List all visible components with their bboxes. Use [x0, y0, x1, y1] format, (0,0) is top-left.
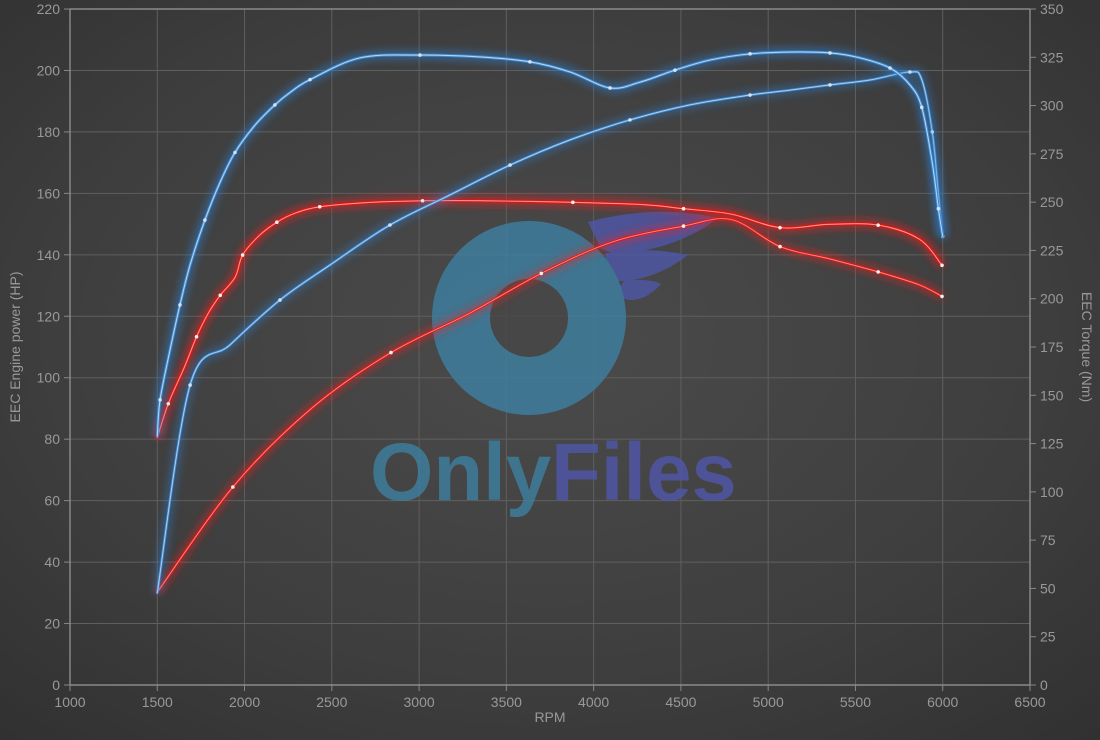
svg-text:0: 0: [52, 677, 60, 693]
svg-text:2000: 2000: [229, 694, 260, 710]
svg-text:175: 175: [1040, 339, 1064, 355]
svg-text:6000: 6000: [927, 694, 958, 710]
svg-text:6500: 6500: [1014, 694, 1045, 710]
svg-text:150: 150: [1040, 387, 1064, 403]
svg-text:300: 300: [1040, 98, 1064, 114]
svg-text:220: 220: [37, 1, 61, 17]
svg-text:225: 225: [1040, 242, 1064, 258]
svg-text:4000: 4000: [578, 694, 609, 710]
svg-text:Only: Only: [370, 427, 551, 518]
svg-text:1000: 1000: [54, 694, 85, 710]
svg-text:4500: 4500: [665, 694, 696, 710]
svg-text:2500: 2500: [316, 694, 347, 710]
svg-text:160: 160: [37, 185, 61, 201]
svg-text:80: 80: [44, 431, 60, 447]
svg-text:3500: 3500: [491, 694, 522, 710]
svg-text:40: 40: [44, 554, 60, 570]
svg-text:100: 100: [37, 370, 61, 386]
svg-text:180: 180: [37, 124, 61, 140]
svg-text:25: 25: [1040, 629, 1056, 645]
svg-text:325: 325: [1040, 49, 1064, 65]
svg-text:3000: 3000: [404, 694, 435, 710]
svg-text:EEC Torque (Nm): EEC Torque (Nm): [1079, 292, 1095, 402]
svg-text:60: 60: [44, 493, 60, 509]
svg-text:100: 100: [1040, 484, 1064, 500]
svg-text:EEC Engine power (HP): EEC Engine power (HP): [7, 272, 23, 423]
svg-text:20: 20: [44, 616, 60, 632]
svg-text:5000: 5000: [753, 694, 784, 710]
svg-text:5500: 5500: [840, 694, 871, 710]
svg-text:250: 250: [1040, 194, 1064, 210]
svg-text:1500: 1500: [142, 694, 173, 710]
svg-text:RPM: RPM: [534, 709, 565, 725]
svg-text:275: 275: [1040, 146, 1064, 162]
svg-text:75: 75: [1040, 532, 1056, 548]
svg-text:350: 350: [1040, 1, 1064, 17]
svg-text:200: 200: [37, 62, 61, 78]
svg-text:120: 120: [37, 308, 61, 324]
svg-text:140: 140: [37, 247, 61, 263]
svg-text:0: 0: [1040, 677, 1048, 693]
svg-text:125: 125: [1040, 436, 1064, 452]
svg-text:200: 200: [1040, 291, 1064, 307]
svg-text:Files: Files: [551, 427, 737, 518]
svg-text:50: 50: [1040, 580, 1056, 596]
